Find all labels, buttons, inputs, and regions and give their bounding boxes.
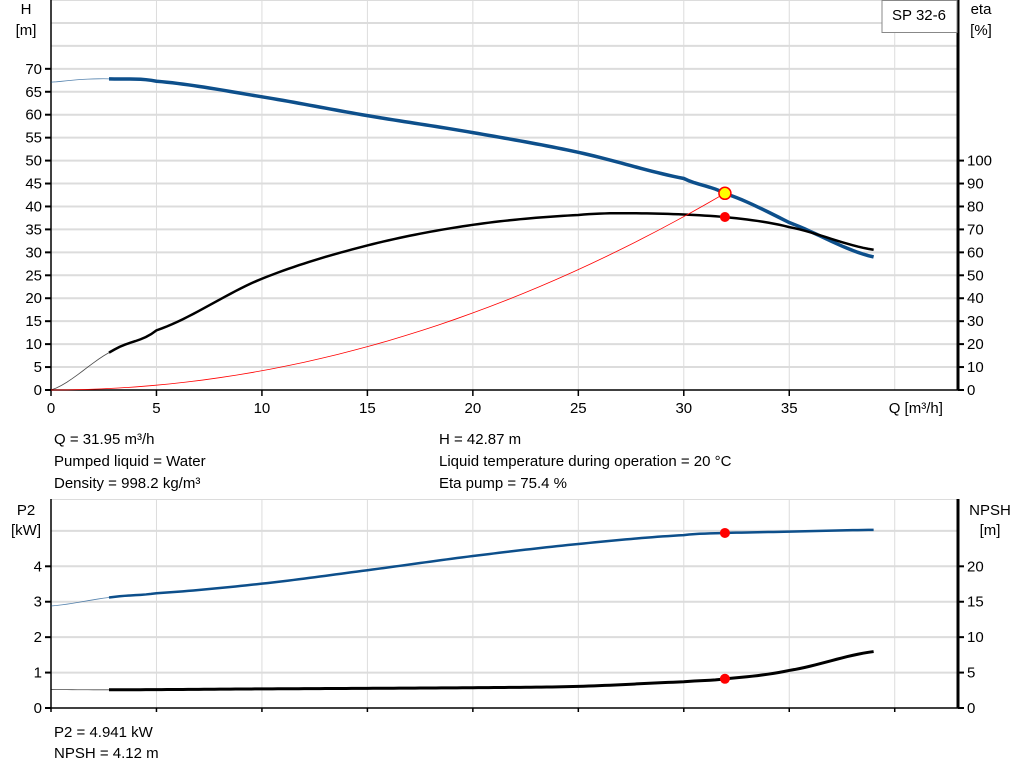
x-tick-label: 35 xyxy=(781,400,798,417)
system-curve xyxy=(50,192,726,391)
h-curve-extension xyxy=(50,78,110,83)
y-tick-label-left: 30 xyxy=(25,244,42,261)
y-tick-label-right: 40 xyxy=(967,290,984,307)
npsh-operating-point xyxy=(719,673,730,684)
y-tick-label-right: 50 xyxy=(967,267,984,284)
y-tick-label-right: 0 xyxy=(967,700,975,717)
y-tick-label-right: 90 xyxy=(967,176,984,193)
y-tick-label-left: 5 xyxy=(34,359,42,376)
y-tick-label-right: 5 xyxy=(967,665,975,682)
y-axis-label-right: eta xyxy=(971,1,993,18)
x-tick-label: 5 xyxy=(152,400,160,417)
y-tick-label-left: 1 xyxy=(34,665,42,682)
y-tick-label-right: 0 xyxy=(967,382,975,399)
eta-curve-extension xyxy=(50,352,110,391)
y-axis-label-right: NPSH xyxy=(969,502,1011,519)
y-tick-label-right: 15 xyxy=(967,594,984,611)
x-axis-label: Q [m³/h] xyxy=(889,400,943,417)
info-flow: Q = 31.95 m³/h xyxy=(54,431,155,448)
y-tick-label-left: 50 xyxy=(25,153,42,170)
h-curve xyxy=(108,77,875,259)
info-liquid: Pumped liquid = Water xyxy=(54,453,206,470)
y-tick-label-right: 100 xyxy=(967,153,992,170)
y-tick-label-left: 0 xyxy=(34,700,42,717)
npsh-curve xyxy=(109,650,874,692)
y-axis-unit-left: [m] xyxy=(16,22,37,39)
x-tick-label: 25 xyxy=(570,400,587,417)
y-axis-unit-right: [m] xyxy=(980,522,1001,539)
x-tick-label: 10 xyxy=(254,400,271,417)
info-density: Density = 998.2 kg/m³ xyxy=(54,475,201,492)
y-tick-label-right: 10 xyxy=(967,359,984,376)
y-axis-label-left: H xyxy=(21,1,32,18)
x-tick-label: 15 xyxy=(359,400,376,417)
y-tick-label-left: 4 xyxy=(34,558,42,575)
y-axis-unit-left: [kW] xyxy=(11,522,41,539)
info-p2: P2 = 4.941 kW xyxy=(54,724,153,741)
y-axis-unit-right: [%] xyxy=(970,22,992,39)
x-tick-label: 20 xyxy=(465,400,482,417)
eta-operating-point xyxy=(719,212,730,223)
model-label: SP 32-6 xyxy=(892,7,946,24)
y-tick-label-right: 30 xyxy=(967,313,984,330)
y-tick-label-left: 60 xyxy=(25,107,42,124)
p2-operating-point xyxy=(719,527,730,538)
y-tick-label-left: 65 xyxy=(25,84,42,101)
info-temperature: Liquid temperature during operation = 20… xyxy=(439,453,732,470)
y-tick-label-left: 40 xyxy=(25,198,42,215)
y-tick-label-right: 20 xyxy=(967,336,984,353)
y-tick-label-left: 55 xyxy=(25,130,42,147)
y-tick-label-left: 3 xyxy=(34,594,42,611)
y-tick-label-left: 10 xyxy=(25,336,42,353)
y-tick-label-left: 15 xyxy=(25,313,42,330)
p2-curve xyxy=(108,528,874,599)
y-tick-label-right: 60 xyxy=(967,244,984,261)
y-axis-label-left: P2 xyxy=(17,502,35,519)
y-tick-label-left: 25 xyxy=(25,267,42,284)
y-tick-label-right: 80 xyxy=(967,198,984,215)
y-tick-label-right: 70 xyxy=(967,221,984,238)
duty-point-marker xyxy=(718,186,732,201)
y-tick-label-right: 10 xyxy=(967,629,984,646)
p2-curve-extension xyxy=(50,597,110,607)
eta-curve xyxy=(108,211,874,354)
y-tick-label-left: 35 xyxy=(25,221,42,238)
info-npsh: NPSH = 4.12 m xyxy=(54,745,159,762)
y-tick-label-left: 2 xyxy=(34,629,42,646)
y-tick-label-left: 20 xyxy=(25,290,42,307)
info-eta: Eta pump = 75.4 % xyxy=(439,475,567,492)
y-tick-label-left: 0 xyxy=(34,382,42,399)
y-tick-label-right: 20 xyxy=(967,558,984,575)
x-tick-label: 0 xyxy=(47,400,55,417)
y-tick-label-left: 70 xyxy=(25,61,42,78)
x-tick-label: 30 xyxy=(675,400,692,417)
info-head: H = 42.87 m xyxy=(439,431,522,448)
y-tick-label-left: 45 xyxy=(25,176,42,193)
model-label-box xyxy=(881,0,958,33)
